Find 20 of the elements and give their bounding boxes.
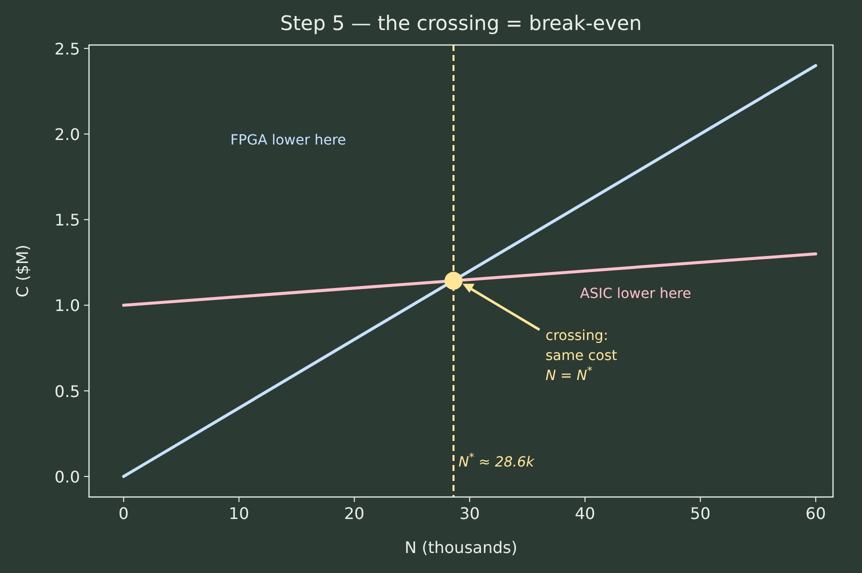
x-tick-label: 20 — [344, 504, 364, 523]
x-tick-label: 50 — [690, 504, 711, 523]
annotation: crossing: same cost N = N$^{*}$ — [546, 328, 618, 384]
y-tick-label: 0.0 — [54, 467, 80, 486]
x-tick-label: 30 — [459, 504, 480, 523]
ref-line-label: N$^{*}$ ≈ 28.6k — [458, 451, 536, 470]
y-tick-label: 1.5 — [54, 210, 80, 230]
x-tick-label: 10 — [228, 504, 250, 523]
y-tick-label: 1.0 — [54, 296, 80, 316]
annotation: FPGA lower here — [230, 132, 346, 148]
y-tick-label: 2.0 — [54, 125, 80, 144]
x-tick-label: 0 — [118, 504, 129, 523]
x-tick-label: 60 — [806, 504, 826, 523]
y-axis-title: C ($M) — [13, 244, 32, 298]
y-tick-label: 2.5 — [54, 39, 80, 58]
annotation: ASIC lower here — [580, 286, 692, 302]
y-tick-label: 0.5 — [54, 382, 80, 401]
x-tick-label: 40 — [574, 504, 596, 523]
chart-title: Step 5 — the crossing = break-even — [280, 11, 642, 35]
x-axis-title: N (thousands) — [404, 538, 518, 557]
